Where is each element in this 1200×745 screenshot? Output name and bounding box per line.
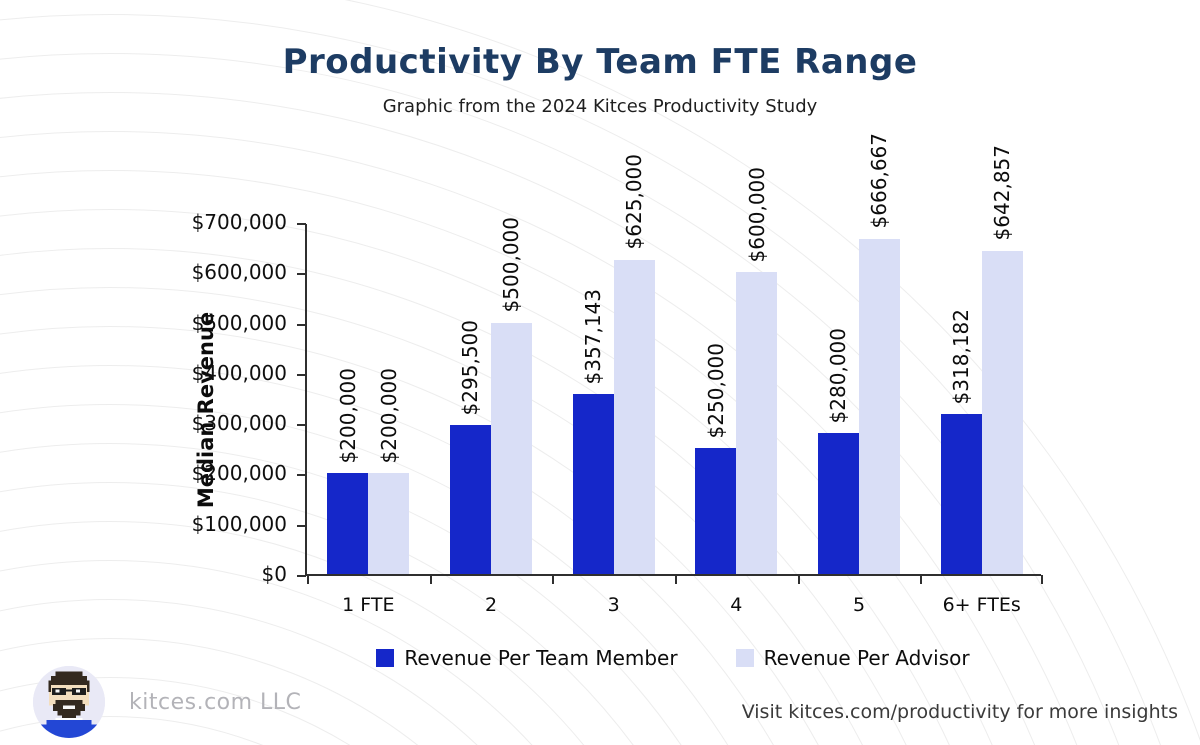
y-axis-tick [297, 323, 306, 326]
bar-pair: $357,143 $625,000 [572, 154, 655, 574]
bar-slot: $318,182 [940, 222, 982, 574]
bar-slot: $357,143 [572, 222, 614, 574]
bar-slot: $666,667 [858, 133, 900, 574]
bar-slot: $600,000 [736, 167, 778, 574]
bar-value-label: $500,000 [499, 217, 524, 313]
y-axis-tick-label: $500,000 [191, 310, 287, 335]
cta-text: Visit kitces.com/productivity for more i… [741, 701, 1178, 723]
bar-slot: $200,000 [327, 222, 369, 574]
bar-group: $318,182 $642,857 [920, 145, 1043, 574]
bar-pair: $295,500 $500,000 [449, 217, 532, 574]
bar-advisor[interactable] [490, 322, 532, 574]
bar-slot: $280,000 [817, 222, 859, 574]
bar-value-label: $295,500 [458, 319, 483, 416]
bar-value-label: $600,000 [744, 166, 769, 263]
bar-pair: $250,000 $600,000 [695, 167, 778, 574]
bar-value-label: $280,000 [826, 327, 851, 424]
bar-group: $280,000 $666,667 [798, 133, 921, 574]
legend-swatch-icon [376, 649, 395, 667]
bar-slot: $295,500 [449, 222, 491, 574]
bar-slot: $500,000 [490, 217, 532, 574]
bar-group: $200,000 $200,000 [307, 224, 430, 574]
y-axis-tick [297, 223, 306, 225]
bar-pair: $280,000 $666,667 [817, 133, 900, 574]
bar-pair: $318,182 $642,857 [940, 145, 1023, 574]
x-category-label: 1 FTE [342, 594, 395, 616]
y-axis-tick-label: $400,000 [191, 360, 287, 385]
x-category-label: 6+ FTEs [942, 594, 1021, 616]
bar-team-member[interactable] [940, 414, 982, 574]
kitces-pixel-avatar-icon [33, 666, 105, 738]
y-axis-tick [297, 474, 306, 477]
bar-value-label: $642,857 [990, 145, 1015, 241]
x-axis-tick [307, 575, 309, 584]
bar-value-label: $318,182 [949, 308, 974, 404]
y-axis-tick-label: $300,000 [191, 411, 287, 436]
bar-slot: $200,000 [368, 222, 410, 574]
x-axis-tick [675, 575, 677, 584]
legend-swatch-icon [735, 649, 754, 667]
y-axis-tick [297, 424, 306, 427]
bar-value-label: $200,000 [335, 368, 360, 464]
y-axis-tick-label: $100,000 [191, 511, 287, 536]
y-axis-tick [297, 373, 306, 376]
chart-subtitle: Graphic from the 2024 Kitces Productivit… [382, 96, 818, 117]
bar-advisor[interactable] [736, 272, 778, 574]
bar-group: $357,143 $625,000 [552, 154, 675, 574]
y-axis-tick [297, 524, 306, 527]
bar-value-label: $250,000 [703, 342, 728, 439]
bar-slot: $250,000 [695, 222, 737, 574]
bar-advisor[interactable] [858, 238, 900, 574]
y-axis-tick [297, 575, 306, 577]
x-category-label: 4 [730, 594, 743, 616]
bar-group: $295,500 $500,000 [430, 217, 553, 574]
plot-area: $0 $100,000 $200,000 $300,000 $400,000 $500,0… [192, 133, 1043, 616]
x-category-label: 2 [484, 594, 498, 616]
x-axis-tick [797, 575, 800, 584]
legend: Revenue Per Team Member Revenue Per Advis… [305, 646, 1041, 670]
bar-value-label: $200,000 [376, 368, 401, 464]
y-axis-tick-label: $600,000 [191, 260, 287, 285]
bar-group: $250,000 $600,000 [675, 167, 798, 574]
bar-value-label: $666,667 [867, 133, 892, 229]
brand-name: kitces.com LLC [129, 689, 302, 715]
x-axis-tick [429, 575, 432, 584]
y-axis-tick-label: $0 [261, 562, 287, 586]
bar-advisor[interactable] [613, 259, 655, 574]
x-axis-tick [920, 575, 923, 584]
bar-value-label: $357,143 [581, 288, 606, 385]
x-category-label: 5 [852, 594, 866, 616]
bar-slot: $642,857 [981, 145, 1023, 574]
bar-advisor[interactable] [981, 250, 1023, 574]
y-axis-tick-label: $200,000 [191, 461, 287, 486]
y-axis-tick-label: $700,000 [191, 210, 287, 234]
legend-label: Revenue Per Team Member [404, 646, 678, 670]
legend-item-advisor: Revenue Per Advisor [735, 646, 970, 670]
bar-team-member[interactable] [695, 448, 737, 574]
bar-value-label: $625,000 [622, 154, 647, 250]
x-axis-tick [1041, 575, 1043, 584]
bar-team-member[interactable] [817, 433, 859, 574]
pixel-face-icon [33, 666, 105, 738]
bar-pair: $200,000 $200,000 [327, 222, 410, 574]
x-axis-tick [552, 575, 555, 584]
bar-slot: $625,000 [613, 154, 655, 574]
legend-label: Revenue Per Advisor [763, 646, 970, 670]
bar-team-member[interactable] [327, 473, 369, 574]
y-axis-tick [297, 273, 306, 276]
bar-team-member[interactable] [449, 425, 491, 574]
brand-footer: kitces.com LLC [33, 666, 301, 738]
bar-team-member[interactable] [572, 394, 614, 574]
chart-title: Productivity By Team FTE Range [282, 42, 918, 82]
legend-item-team-member: Revenue Per Team Member [376, 646, 678, 670]
x-category-label: 3 [607, 594, 620, 616]
bar-advisor[interactable] [368, 473, 410, 574]
